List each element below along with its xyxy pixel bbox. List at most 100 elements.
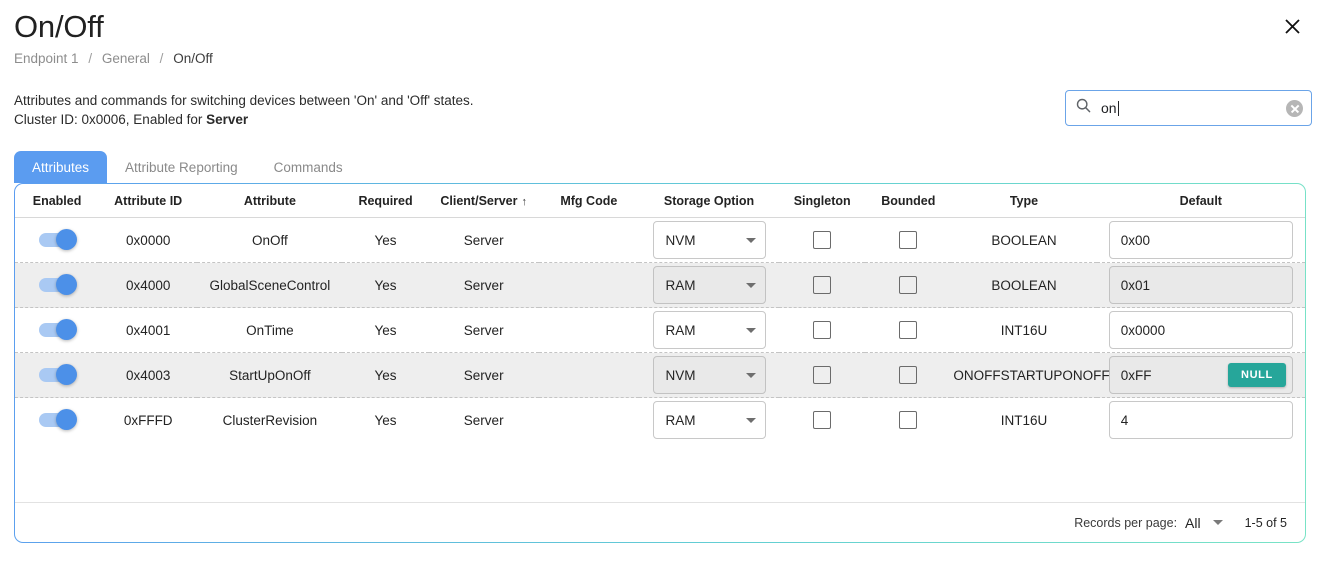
column-header-enabled[interactable]: Enabled — [15, 184, 100, 218]
column-header-type[interactable]: Type — [951, 184, 1097, 218]
bounded-checkbox[interactable] — [899, 276, 918, 294]
cell-enabled — [15, 352, 100, 398]
breadcrumb-separator: / — [159, 51, 164, 66]
cell-attribute: OnTime — [246, 322, 294, 338]
cell-singleton — [779, 352, 866, 398]
bounded-checkbox[interactable] — [899, 231, 918, 249]
cell-storage-option: RAM — [639, 308, 779, 353]
bounded-checkbox[interactable] — [899, 411, 918, 430]
singleton-checkbox[interactable] — [813, 276, 832, 294]
clear-circle-icon[interactable] — [1286, 99, 1303, 117]
cell-singleton — [779, 398, 865, 443]
tab-bar: Attributes Attribute Reporting Commands — [14, 151, 361, 183]
breadcrumb-separator: / — [88, 51, 93, 66]
cell-default: 4 — [1097, 398, 1305, 443]
table-row: 0xFFFD ClusterRevision Yes Server RAM — [15, 398, 1305, 443]
singleton-checkbox[interactable] — [813, 321, 832, 339]
singleton-checkbox[interactable] — [813, 366, 832, 384]
cell-type: BOOLEAN — [951, 262, 1097, 308]
arrow-up-icon: ↑ — [521, 196, 528, 208]
storage-option-value: RAM — [665, 277, 696, 293]
cell-attribute-id: 0x4000 — [99, 262, 198, 308]
chevron-down-icon — [745, 237, 756, 243]
attributes-table-card: Enabled Attribute ID Attribute Required … — [14, 183, 1306, 543]
storage-option-select[interactable]: RAM — [652, 401, 766, 440]
cell-attribute: GlobalSceneControl — [197, 262, 343, 308]
cluster-side-value: Server — [206, 112, 249, 127]
column-header-attribute[interactable]: Attribute — [197, 184, 343, 218]
cell-attribute: ClusterRevision — [222, 412, 318, 428]
cell-bounded — [865, 262, 952, 308]
cell-mfg-code — [538, 352, 639, 398]
singleton-checkbox[interactable] — [813, 411, 832, 430]
column-header-storage-option[interactable]: Storage Option — [638, 184, 780, 218]
enabled-toggle[interactable] — [39, 274, 78, 295]
toggle-knob — [56, 409, 78, 431]
cell-storage-option: NVM — [638, 352, 780, 398]
default-value-text: 0x0000 — [1120, 322, 1166, 338]
table-row: 0x4000 GlobalSceneControl Yes Server RAM — [15, 262, 1305, 308]
cell-attribute: OnOff — [251, 232, 288, 248]
cell-mfg-code — [539, 308, 639, 353]
enabled-toggle[interactable] — [39, 319, 78, 340]
storage-option-value: RAM — [665, 322, 696, 338]
null-badge[interactable]: NULL — [1228, 363, 1286, 387]
cell-enabled — [15, 398, 99, 443]
storage-option-select[interactable]: RAM — [652, 311, 766, 349]
search-input[interactable]: on — [1101, 100, 1286, 116]
default-value-input[interactable]: 0x00 — [1108, 221, 1293, 259]
bounded-checkbox[interactable] — [899, 366, 918, 384]
search-box[interactable]: on — [1065, 90, 1312, 126]
cell-enabled — [15, 308, 99, 353]
description-line-2: Cluster ID: 0x0006, Enabled for Server — [14, 110, 474, 129]
bounded-checkbox[interactable] — [899, 321, 918, 339]
attributes-table: Enabled Attribute ID Attribute Required … — [15, 184, 1305, 443]
default-value-input[interactable]: 0x01 — [1108, 266, 1293, 304]
records-per-page-select[interactable]: All — [1185, 515, 1223, 531]
chevron-down-icon — [745, 417, 756, 423]
breadcrumb-item-endpoint[interactable]: Endpoint 1 — [14, 51, 79, 66]
cell-required: Yes — [342, 262, 429, 308]
cell-bounded — [865, 352, 952, 398]
column-header-bounded[interactable]: Bounded — [865, 184, 952, 218]
column-header-default[interactable]: Default — [1096, 184, 1305, 218]
default-value-input[interactable]: 4 — [1108, 401, 1293, 440]
breadcrumb-item-general[interactable]: General — [101, 51, 150, 66]
toggle-knob — [56, 274, 78, 295]
close-icon[interactable] — [1278, 12, 1306, 40]
cell-type: ONOFFSTARTUPONOFF — [951, 352, 1110, 398]
storage-option-select[interactable]: NVM — [652, 356, 766, 394]
column-header-singleton[interactable]: Singleton — [779, 184, 866, 218]
breadcrumb-item-onoff[interactable]: On/Off — [173, 51, 213, 66]
enabled-toggle[interactable] — [39, 409, 78, 431]
storage-option-value: NVM — [665, 367, 696, 383]
column-header-mfg-code[interactable]: Mfg Code — [538, 184, 639, 218]
tab-attributes[interactable]: Attributes — [14, 151, 108, 183]
cell-required: Yes — [374, 412, 397, 428]
column-header-required[interactable]: Required — [342, 184, 429, 218]
tab-attribute-reporting[interactable]: Attribute Reporting — [125, 159, 238, 175]
table-row: 0x0000 OnOff Yes Server NVM — [15, 218, 1305, 263]
cell-required: Yes — [342, 352, 429, 398]
cell-required: Yes — [374, 232, 397, 248]
cell-attribute: StartUpOnOff — [197, 352, 343, 398]
cell-enabled — [15, 218, 99, 263]
cell-default: 0x01 — [1096, 262, 1305, 308]
cell-client-server: Server — [463, 232, 504, 248]
default-value-input[interactable]: 0x0000 — [1108, 311, 1293, 349]
column-header-client-server[interactable]: Client/Server ↑ — [428, 184, 539, 218]
column-header-attribute-id[interactable]: Attribute ID — [99, 184, 198, 218]
storage-option-select[interactable]: RAM — [652, 266, 766, 304]
storage-option-value: NVM — [665, 232, 696, 248]
enabled-toggle[interactable] — [39, 229, 78, 250]
storage-option-select[interactable]: NVM — [652, 221, 766, 259]
tab-commands[interactable]: Commands — [273, 159, 343, 175]
cell-type: BOOLEAN — [991, 232, 1057, 248]
cell-enabled — [15, 262, 100, 308]
singleton-checkbox[interactable] — [813, 231, 832, 249]
table-row: 0x4001 OnTime Yes Server RAM — [15, 308, 1305, 353]
toggle-knob — [56, 364, 78, 385]
attributes-table-body: 0x0000 OnOff Yes Server NVM — [15, 218, 1305, 443]
default-value-input[interactable]: 0xFF NULL — [1108, 356, 1293, 394]
enabled-toggle[interactable] — [39, 364, 78, 385]
